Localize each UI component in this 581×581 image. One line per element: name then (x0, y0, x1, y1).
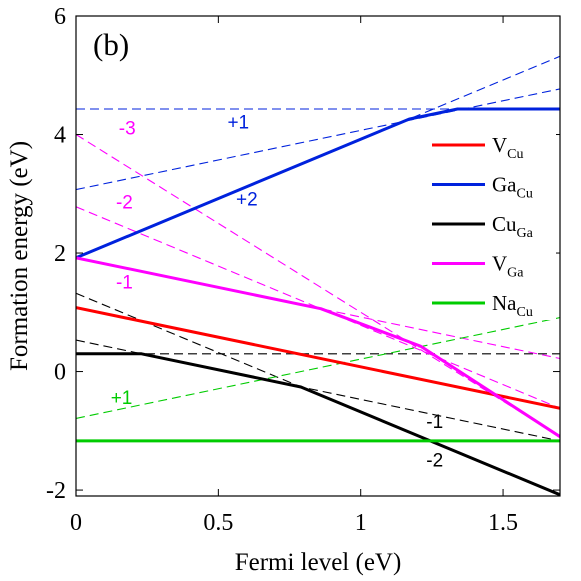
x-tick-label: 1 (355, 510, 367, 536)
y-tick-labels: -2 0 2 4 6 (46, 4, 66, 504)
y-axis-title: Formation energy (eV) (6, 141, 33, 371)
legend: VCu GaCu CuGa VGa NaCu (424, 124, 556, 320)
y-tick-label: 0 (54, 360, 66, 386)
legend-box (424, 124, 556, 320)
solid-lines-layer (76, 107, 560, 496)
panel-label: (b) (93, 27, 129, 62)
x-axis-title: Fermi level (eV) (235, 549, 402, 576)
annotations-layer: +1 +2 -3 -2 -1 +1 -1 -2 (111, 113, 443, 472)
dashed-line-v-ga-1 (76, 206, 560, 409)
series-line-cu-ga (76, 352, 560, 496)
x-tick-label: 1.5 (488, 510, 518, 536)
series-line-ga-cu (76, 107, 560, 260)
x-tick-labels: 0 0.5 1 1.5 (70, 510, 518, 536)
charge-state-label: +1 (111, 388, 133, 409)
series-line-v-ga (76, 256, 560, 438)
y-tick-label: 2 (54, 241, 66, 267)
charge-state-label: -2 (116, 193, 133, 214)
dashed-line-v-ga-2 (76, 134, 560, 438)
dashed-line-cu-ga-1 (76, 339, 560, 442)
charge-state-label: -2 (426, 450, 443, 471)
charge-state-label: -3 (119, 119, 136, 140)
legend-entry: NaCu (492, 291, 533, 320)
dashed-line-ga-cu-1 (76, 88, 560, 191)
y-tick-label: 6 (54, 4, 66, 30)
charge-state-label: +1 (227, 113, 249, 134)
series-line-v-cu (76, 306, 560, 410)
dashed-line-na-cu-0 (76, 317, 560, 419)
charge-state-label: +2 (236, 190, 258, 211)
legend-entry: VGa (492, 252, 524, 281)
y-tick-label: -2 (46, 478, 66, 504)
dashed-line-v-ga-0 (76, 257, 560, 360)
x-tick-label: 0 (70, 510, 82, 536)
legend-entry: CuGa (492, 212, 534, 241)
plot-frame (75, 15, 561, 497)
legend-entry: GaCu (492, 173, 533, 202)
charge-state-label: -1 (116, 273, 133, 294)
legend-entry: VCu (492, 133, 524, 162)
y-tick-label: 4 (54, 123, 66, 149)
x-tick-label: 0.5 (203, 510, 233, 536)
charge-state-label: -1 (426, 412, 443, 433)
